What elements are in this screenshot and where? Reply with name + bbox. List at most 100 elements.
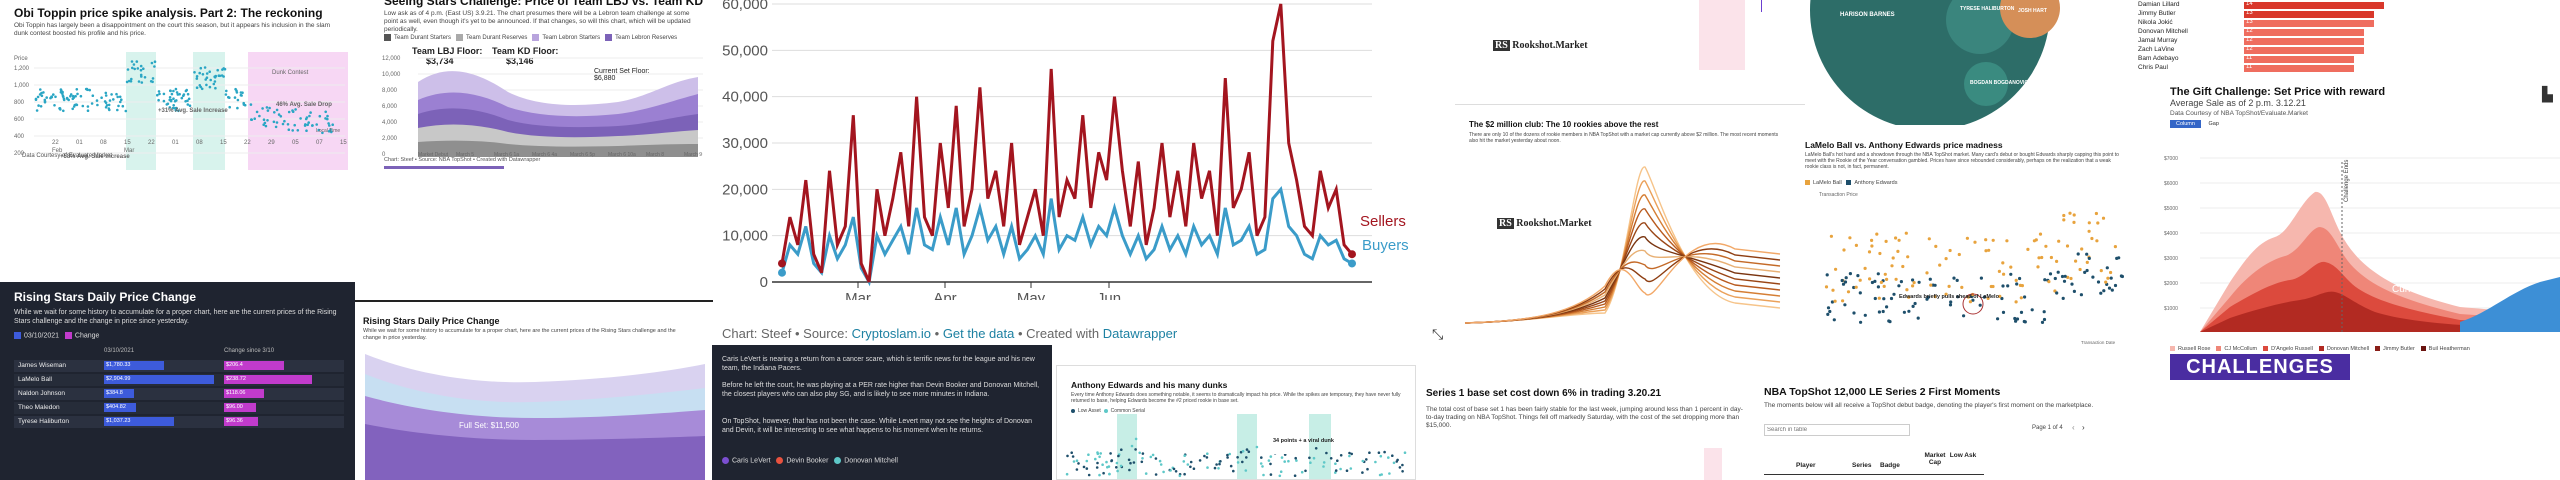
bar-value: 13 [2246,19,2253,25]
data-point [1262,473,1265,477]
get-data-link[interactable]: Get the data [942,326,1015,341]
data-point [43,100,47,103]
x-tick-label: Apr [933,290,956,300]
column-header[interactable]: Series [1852,462,1872,469]
y-tick-label: 400 [14,134,25,140]
data-point [228,105,231,109]
lamelo-point [2066,275,2070,279]
x-axis-label: Transaction Date [2081,340,2116,345]
view-tabs: Column Gap [2170,120,2225,128]
lamelo-point [1824,285,1829,289]
legend-item: Donovan Mitchell [844,457,898,465]
y-tick-label: 800 [14,100,25,106]
lamelo-point [2014,300,2018,304]
edwards-point [2056,270,2060,274]
lamelo-point [2044,244,2048,248]
data-point [1186,463,1190,466]
tab-column[interactable]: Column [2170,120,2201,128]
y-tick-label: $2000 [2164,281,2178,287]
menu-icon[interactable]: ▙ [2542,86,2553,102]
data-point [1232,469,1235,473]
x-month-label: Mar [124,148,134,154]
bubble-josh-hart [2000,0,2060,38]
lamelo-point [1842,248,1846,252]
edwards-point [1902,310,1906,314]
data-point [1066,454,1069,458]
data-point [1366,467,1369,471]
legend-item: Team Durant Starters [394,35,452,42]
edwards-point [1843,280,1848,284]
edwards-point [2115,256,2119,260]
lamelo-point [1944,257,1948,261]
legend-item: CJ McCollum [2216,346,2257,352]
lamelo-point [1897,238,1901,242]
rising-stars-area-chart: Full Set: $11,500 [365,354,705,480]
data-point [228,96,231,99]
player-name: Tyrese Haliburton [18,418,69,425]
data-point [283,119,286,123]
column-header[interactable]: Player [1796,462,1816,469]
edwards-point [2107,286,2112,290]
lamelo-point [1882,284,1886,288]
data-point [268,106,271,110]
data-point [50,95,53,98]
prev-page-icon[interactable]: ‹ [2072,423,2075,432]
search-input[interactable] [1764,424,1910,436]
data-point [184,89,188,93]
challenges-banner: CHALLENGES [2170,354,2350,380]
data-point [1149,455,1153,459]
edwards-point [2043,278,2047,282]
data-point [1128,468,1131,472]
column-header[interactable]: Badge [1880,462,1900,469]
lamelo-point [2072,220,2076,224]
expand-arrow-icon[interactable]: ⤡ [1432,326,1444,342]
data-point [143,76,147,79]
annotation: Edwards briefly pulls ahead of LaMelo [1899,294,2000,300]
column-header[interactable]: Market Cap [1924,452,1946,466]
data-point [176,93,180,96]
edwards-point [1876,272,1880,276]
data-point [213,80,217,83]
tile-market-cap-bubbles: RS Rookshot.Market [1455,0,1805,120]
edwards-point [2083,270,2087,274]
data-point [1109,452,1112,455]
edwards-point [1917,280,1921,284]
data-point [1065,472,1069,476]
data-point [54,95,57,99]
data-point [1129,461,1132,465]
data-point [1071,455,1075,458]
lamelo-point [2099,269,2103,273]
edwards-point [1949,300,1953,304]
data-point [1138,451,1141,455]
data-point [1218,462,1221,466]
data-point [108,108,111,112]
next-page-icon[interactable]: › [2082,423,2085,432]
stars-xticks: Market Debut March 5 March 6 1a March 6 4a M… [418,152,702,158]
tab-gap[interactable]: Gap [2208,121,2219,127]
scatter-points [1824,211,2124,324]
data-point [58,107,61,110]
lbj-floor-value: $3,734 [426,56,454,66]
bar-value: 11 [2246,64,2253,70]
stars-area-chart: 12,000 10,000 8,000 6,000 4,000 2,000 0 Market… [382,56,703,158]
lamelo-edwards-scatter: Transaction Price Edwards briefly pulls … [1819,192,2124,345]
edwards-point [1841,282,1846,286]
source-link[interactable]: Cryptoslam.io [851,326,932,341]
data-point [287,128,291,131]
datawrapper-link[interactable]: Datawrapper [1102,326,1178,341]
data-point [208,70,211,73]
table-row: Naldon Johnson $384.8 $118.06 [14,388,344,400]
column-header[interactable]: Low Ask [1949,452,1977,459]
player-name: LaMelo Ball [18,376,52,383]
lamelo-point [2014,278,2018,282]
data-point [205,83,208,87]
tile-series2-first-moments: NBA TopShot 12,000 LE Series 2 First Mom… [1756,380,2101,480]
lamelo-point [1984,238,1988,242]
lamelo-point [1987,248,1991,252]
lamelo-point [1885,277,1889,281]
buyers-series-line [780,186,1353,287]
rookie-line [1464,236,1781,324]
y-tick-label: 2,000 [382,136,398,142]
data-point [131,66,134,70]
lamelo-point [2101,216,2106,220]
